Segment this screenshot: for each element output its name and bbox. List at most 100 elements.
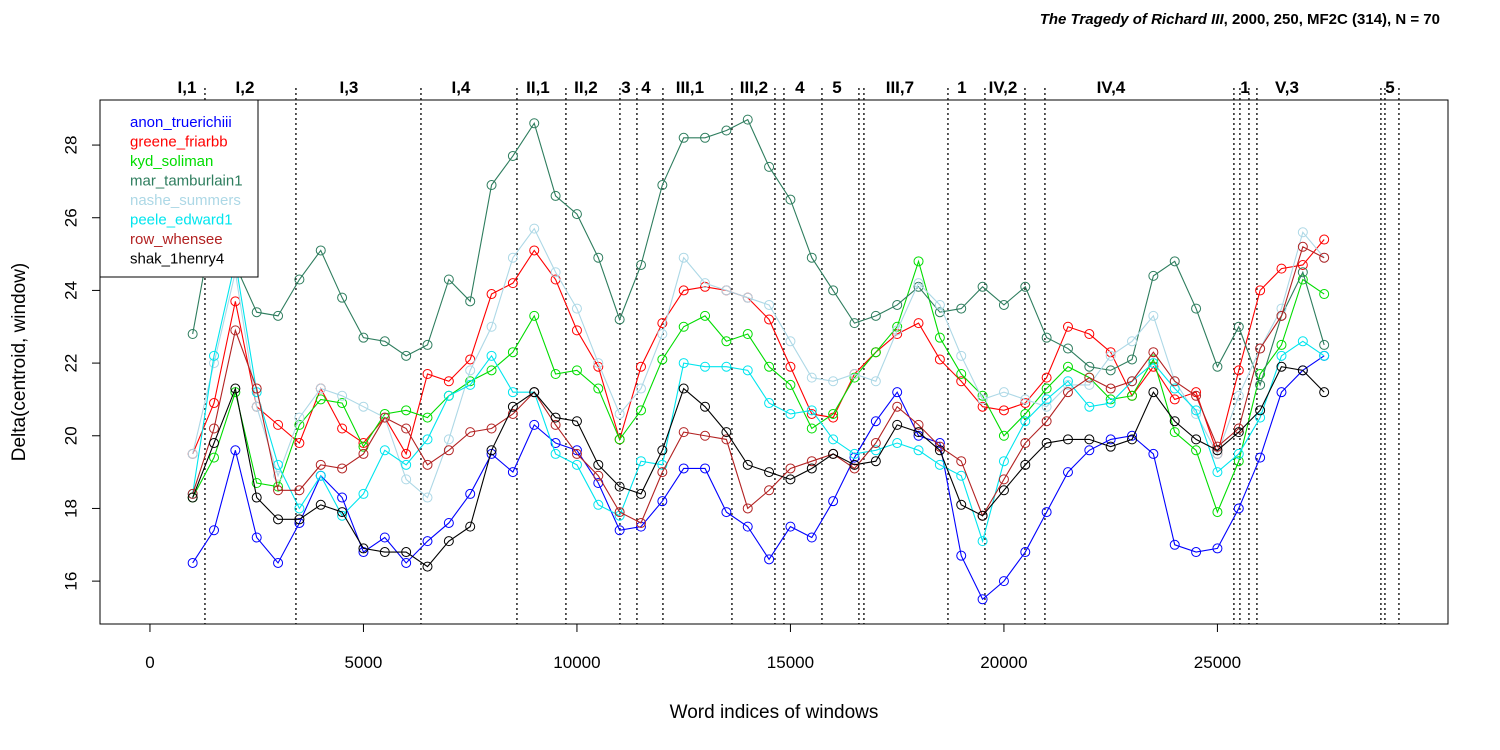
data-point (507, 467, 518, 478)
data-point (315, 383, 326, 394)
data-point (892, 401, 903, 412)
data-point (593, 459, 604, 470)
data-point (828, 285, 839, 296)
data-point (187, 488, 198, 499)
data-point (1276, 310, 1287, 321)
data-point (849, 463, 860, 474)
data-point (1276, 263, 1287, 274)
data-point (742, 329, 753, 340)
series-line (192, 259, 1325, 514)
data-point (977, 394, 988, 405)
data-point (273, 310, 284, 321)
data-point (401, 448, 412, 459)
data-point (465, 365, 476, 376)
data-point (1233, 448, 1244, 459)
data-point (337, 507, 348, 518)
data-point (657, 329, 668, 340)
data-point (785, 336, 796, 347)
data-point (401, 474, 412, 485)
data-point (742, 292, 753, 303)
y-tick-label: 26 (61, 208, 80, 227)
data-point (507, 387, 518, 398)
data-point (1233, 390, 1244, 401)
scene-label: III,2 (740, 78, 768, 97)
data-point (358, 401, 369, 412)
data-point (571, 209, 582, 220)
data-point (635, 456, 646, 467)
data-point (401, 557, 412, 568)
data-point (1169, 376, 1180, 387)
data-point (934, 354, 945, 365)
data-point (571, 459, 582, 470)
data-point (465, 376, 476, 387)
data-point (785, 474, 796, 485)
data-point (422, 368, 433, 379)
data-point (1020, 408, 1031, 419)
data-point (1105, 365, 1116, 376)
data-point (913, 278, 924, 289)
x-tick-label: 25000 (1194, 653, 1241, 672)
data-point (913, 318, 924, 329)
data-point (294, 419, 305, 430)
data-point (892, 325, 903, 336)
data-point (273, 514, 284, 525)
data-point (507, 150, 518, 161)
data-point (209, 398, 220, 409)
data-point (806, 532, 817, 543)
data-point (721, 285, 732, 296)
data-point (230, 383, 241, 394)
data-point (998, 485, 1009, 496)
data-point (465, 427, 476, 438)
x-tick-label: 20000 (980, 653, 1027, 672)
data-point (1062, 361, 1073, 372)
data-point (849, 448, 860, 459)
data-point (635, 405, 646, 416)
title-italic: The Tragedy of Richard III (1040, 11, 1225, 28)
scene-label: IV,4 (1097, 78, 1126, 97)
data-point (1105, 441, 1116, 452)
data-point (870, 347, 881, 358)
data-point (1020, 281, 1031, 292)
data-point (337, 463, 348, 474)
scene-label: 1 (957, 78, 966, 97)
data-point (507, 401, 518, 412)
data-point (1297, 336, 1308, 347)
data-point (700, 278, 711, 289)
scene-label: 4 (641, 78, 651, 97)
data-point (806, 405, 817, 416)
data-point (1233, 321, 1244, 332)
data-point (550, 267, 561, 278)
data-point (507, 347, 518, 358)
data-point (273, 485, 284, 496)
scene-label: II,1 (526, 78, 550, 97)
data-point (678, 252, 689, 263)
legend-box (99, 99, 259, 278)
plot-frame (99, 99, 1449, 625)
data-point (486, 445, 497, 456)
data-point (721, 125, 732, 136)
data-point (1105, 434, 1116, 445)
data-point (849, 459, 860, 470)
data-point (1255, 379, 1266, 390)
data-point (1148, 358, 1159, 369)
data-point (657, 318, 668, 329)
data-point (230, 445, 241, 456)
data-point (764, 485, 775, 496)
data-point (934, 445, 945, 456)
data-point (635, 361, 646, 372)
data-point (1041, 372, 1052, 383)
data-point (721, 336, 732, 347)
data-point (315, 470, 326, 481)
data-point (764, 299, 775, 310)
data-point (806, 456, 817, 467)
y-tick-label: 20 (61, 426, 80, 445)
data-point (870, 456, 881, 467)
data-point (1233, 456, 1244, 467)
data-point (294, 517, 305, 528)
x-tick-label: 10000 (553, 653, 600, 672)
legend-entry: row_whensee (130, 231, 223, 248)
scene-label: 1 (1240, 78, 1249, 97)
data-point (1062, 321, 1073, 332)
data-point (956, 303, 967, 314)
data-point (998, 387, 1009, 398)
